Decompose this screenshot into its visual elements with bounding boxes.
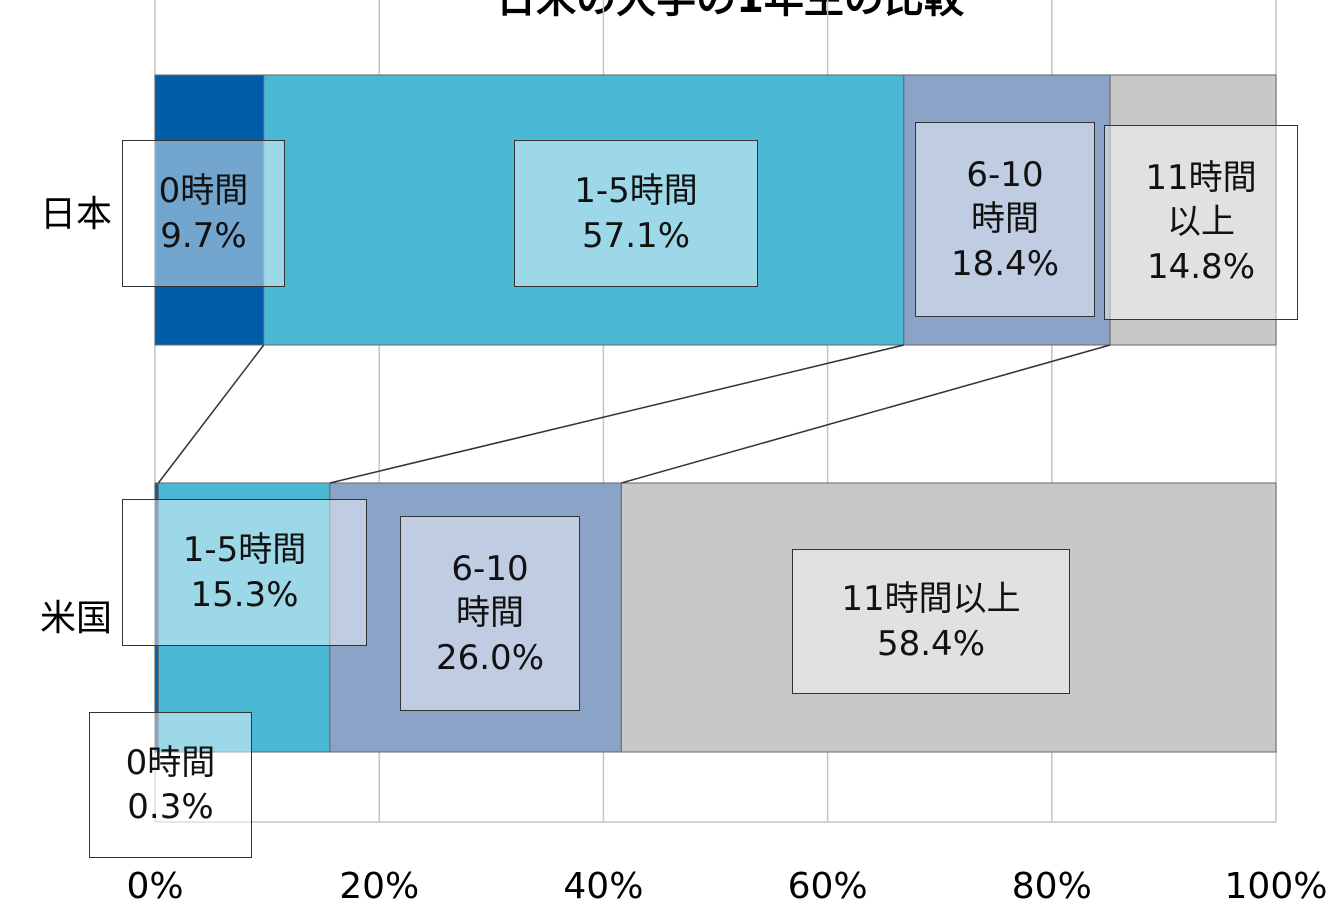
data-label-value: 0.3% (127, 787, 214, 827)
data-label-name: 11時間以上 (841, 579, 1021, 620)
data-label-name: 0時間 (125, 742, 216, 783)
x-tick-label: 100% (1225, 866, 1328, 907)
data-label-name: 11時間以上 (1145, 158, 1257, 243)
bar-segment (154, 74, 265, 346)
bar-segment (620, 482, 1277, 753)
data-label-name: 6-10時間 (451, 549, 529, 634)
category-label: 日本 (40, 194, 112, 235)
data-label-value: 26.0% (435, 637, 544, 678)
data-label: 6-10時間 18.4% (915, 122, 1095, 317)
data-label-value: 15.3% (190, 574, 299, 615)
data-label: 1-5時間 15.3% (122, 499, 367, 646)
data-label-name: 0時間 (158, 171, 249, 212)
data-label: 1-5時間 57.1% (514, 140, 758, 287)
chart-title: 日米の大学の1年生の比較 (496, 0, 965, 22)
data-label-value: 9.7% (160, 215, 247, 256)
x-tick-label: 60% (788, 866, 868, 907)
data-label: 0時間 9.7% (122, 140, 285, 287)
data-label: 11時間以上 58.4% (792, 549, 1070, 694)
bar-segment (157, 482, 331, 753)
x-tick-label: 0% (126, 866, 183, 907)
data-label-value: 58.4% (876, 623, 985, 664)
data-label-name: 1-5時間 (574, 171, 698, 212)
data-label-name: 6-10時間 (966, 155, 1044, 240)
x-tick-label: 80% (1012, 866, 1092, 907)
bar-segment (329, 482, 622, 753)
x-tick-label: 40% (563, 866, 643, 907)
connector-line (329, 344, 905, 484)
x-tick-label: 20% (339, 866, 419, 907)
data-label-value: 57.1% (581, 215, 690, 256)
bar-segment (263, 74, 905, 346)
connector-line (621, 344, 1111, 484)
data-label: 6-10時間 26.0% (400, 516, 580, 711)
bar-segment (1109, 74, 1277, 346)
category-label: 米国 (40, 598, 112, 639)
data-label-name: 1-5時間 (182, 530, 307, 571)
connector-line (157, 344, 265, 484)
data-label-value: 14.8% (1146, 246, 1255, 287)
data-label: 0時間 0.3% (89, 712, 252, 858)
data-label: 11時間以上 14.8% (1104, 125, 1298, 320)
data-label-value: 18.4% (950, 243, 1059, 284)
